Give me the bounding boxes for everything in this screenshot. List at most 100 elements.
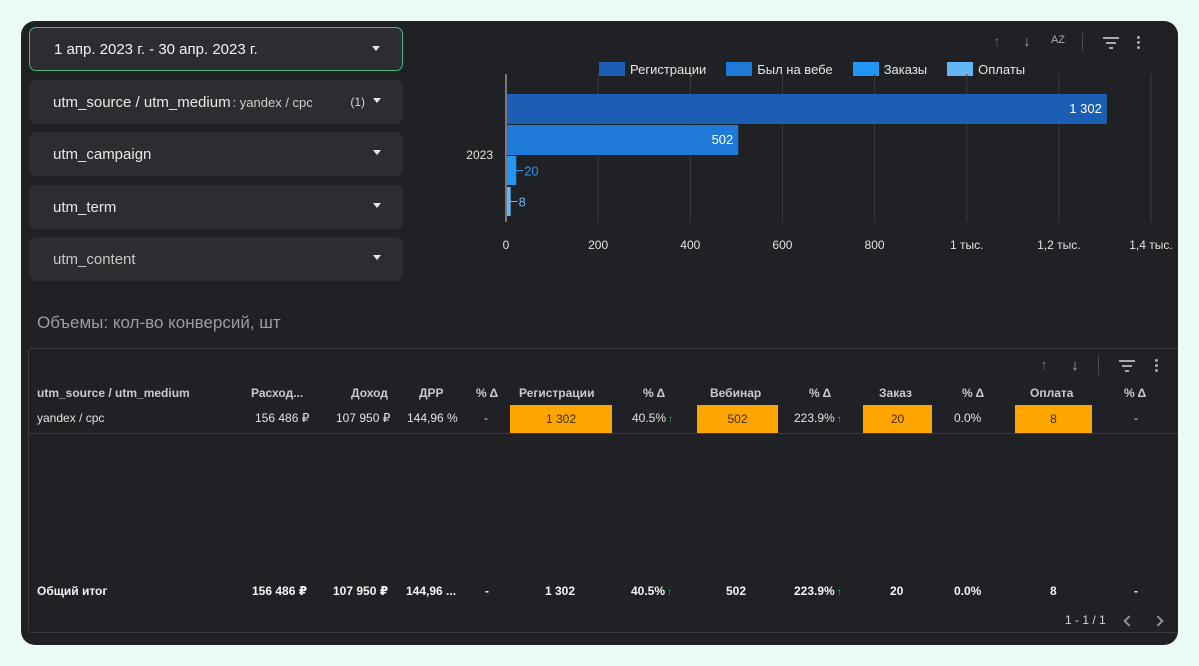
conversions-table: ↑ ↓ utm_source / utm_medium Расход... До…	[28, 348, 1178, 633]
section-title: Объемы: кол-во конверсий, шт	[37, 313, 281, 332]
cell-value: 8	[1050, 412, 1057, 426]
chevron-down-icon	[373, 203, 381, 208]
cell-delta: 40.5% ↑	[632, 411, 673, 425]
cell-value: 223.9%	[794, 411, 835, 425]
total-drr: 144,96 ...	[406, 584, 457, 598]
x-tick-label: 200	[588, 238, 608, 252]
cell-value: 20	[890, 412, 905, 426]
sort-descending-icon[interactable]: ↓	[1023, 33, 1031, 49]
sort-ascending-icon[interactable]: ↑	[1040, 357, 1048, 374]
campaign-label: utm_campaign	[53, 145, 152, 163]
term-label: utm_term	[53, 198, 117, 216]
total-payment: 8	[1050, 584, 1057, 598]
sort-az-icon[interactable]: AZ	[1050, 34, 1066, 46]
total-webinar: 502	[726, 584, 747, 598]
total-delta: 0.0%	[954, 584, 982, 598]
cell-delta: 0.0%	[954, 411, 982, 425]
column-header-registrations[interactable]: Регистрации	[519, 386, 595, 400]
bar-2[interactable]	[507, 125, 739, 155]
x-tick-label: 1,4 тыс.	[1129, 238, 1172, 252]
chevron-down-icon	[372, 46, 380, 51]
total-delta: -	[485, 584, 489, 598]
chart-tick-labels: 0 200 400 600 800 1 тыс. 1,2 тыс. 1,4 тыс.	[503, 238, 1173, 252]
dashboard-panel: 1 апр. 2023 г. - 30 апр. 2023 г. utm_sou…	[21, 21, 1178, 645]
bar-3[interactable]	[507, 156, 517, 185]
column-header-spend[interactable]: Расход...	[251, 386, 304, 400]
cell-value: 1 302	[545, 412, 577, 426]
cell-source-medium: yandex / cpc	[37, 411, 105, 425]
filter-icon[interactable]	[1119, 360, 1135, 372]
chevron-down-icon	[373, 98, 381, 103]
total-order: 20	[890, 584, 904, 598]
x-tick-label: 400	[680, 238, 700, 252]
legend-swatch	[947, 62, 974, 76]
chart-data-labels: 1 302 502 20 8	[510, 101, 1102, 210]
column-header-payment[interactable]: Оплата	[1030, 386, 1074, 400]
bar-data-label: 1 302	[1069, 101, 1102, 116]
date-range-label: 1 апр. 2023 г. - 30 апр. 2023 г.	[54, 40, 258, 58]
sort-descending-icon[interactable]: ↓	[1071, 357, 1079, 374]
column-header-delta[interactable]: % Δ	[1124, 386, 1147, 400]
more-options-icon[interactable]	[1137, 36, 1141, 50]
bar-data-label: 20	[524, 164, 538, 179]
term-filter[interactable]: utm_term	[29, 185, 403, 229]
category-label-2023: 2023	[466, 148, 493, 162]
bar-data-label: 8	[519, 195, 526, 210]
total-delta: 40.5% ↑	[631, 584, 672, 598]
total-delta: -	[1134, 584, 1138, 598]
toolbar-divider	[1098, 355, 1099, 375]
column-header-order[interactable]: Заказ	[879, 386, 912, 400]
campaign-filter[interactable]: utm_campaign	[29, 132, 403, 176]
trend-up-icon: ↑	[668, 414, 674, 425]
cell-payment: 8	[1015, 405, 1092, 433]
cell-webinar: 502	[697, 405, 778, 433]
legend-item-payments: Оплаты	[947, 62, 1025, 77]
total-revenue: 107 950 ₽	[333, 584, 389, 598]
legend-swatch	[599, 62, 625, 76]
chart-legend: Регистрации Был на вебе Заказы Оплаты	[599, 61, 1045, 77]
cell-delta: 223.9% ↑	[794, 411, 842, 425]
legend-item-registrations: Регистрации	[599, 62, 706, 77]
content-filter[interactable]: utm_content	[29, 237, 403, 281]
conversions-bar-chart: 1 302 502 20 8 0 200 400 600 800 1 тыс. 1,2 тыс. 1…	[466, 74, 1173, 252]
legend-label: Оплаты	[978, 61, 1026, 77]
source-medium-value: : yandex / cpc	[232, 94, 313, 110]
x-tick-label: 1,2 тыс.	[1037, 238, 1080, 252]
bar-1[interactable]	[507, 94, 1107, 124]
source-medium-label: utm_source / utm_medium	[53, 93, 231, 111]
column-header-delta[interactable]: % Δ	[809, 386, 832, 400]
sort-ascending-icon[interactable]: ↑	[993, 33, 1001, 49]
trend-up-icon: ↑	[667, 587, 673, 598]
cell-delta: -	[1134, 411, 1138, 425]
date-range-filter[interactable]: 1 апр. 2023 г. - 30 апр. 2023 г.	[29, 27, 403, 71]
column-header-drr[interactable]: ДРР	[419, 386, 444, 400]
column-header-delta[interactable]: % Δ	[962, 386, 985, 400]
cell-value: 502	[727, 412, 748, 426]
bar-data-label: 502	[712, 132, 734, 147]
total-label: Общий итог	[37, 584, 108, 598]
legend-label: Регистрации	[630, 61, 707, 77]
selection-count: (1)	[350, 95, 365, 109]
legend-swatch	[726, 62, 753, 76]
column-header-source-medium[interactable]: utm_source / utm_medium	[37, 386, 190, 400]
cell-drr: 144,96 %	[407, 411, 458, 425]
source-medium-filter[interactable]: utm_source / utm_medium : yandex / cpc (…	[29, 80, 403, 124]
chevron-down-icon	[373, 150, 381, 155]
cell-delta: -	[484, 411, 488, 425]
filter-icon[interactable]	[1103, 37, 1119, 49]
legend-label: Заказы	[883, 61, 928, 77]
pagination-label: 1 - 1 / 1	[1065, 613, 1106, 627]
toolbar-divider	[1082, 33, 1083, 51]
chevron-down-icon	[373, 255, 381, 260]
column-header-revenue[interactable]: Доход	[351, 386, 388, 400]
chevron-left-icon[interactable]	[1123, 615, 1135, 627]
column-header-delta[interactable]: % Δ	[476, 386, 499, 400]
cell-order: 20	[863, 405, 932, 433]
chevron-right-icon[interactable]	[1152, 615, 1164, 627]
more-options-icon[interactable]	[1155, 359, 1159, 373]
column-header-delta[interactable]: % Δ	[643, 386, 666, 400]
legend-item-webinar: Был на вебе	[726, 62, 833, 77]
column-header-webinar[interactable]: Вебинар	[710, 386, 762, 400]
bar-4[interactable]	[507, 187, 511, 216]
legend-swatch	[852, 62, 879, 76]
